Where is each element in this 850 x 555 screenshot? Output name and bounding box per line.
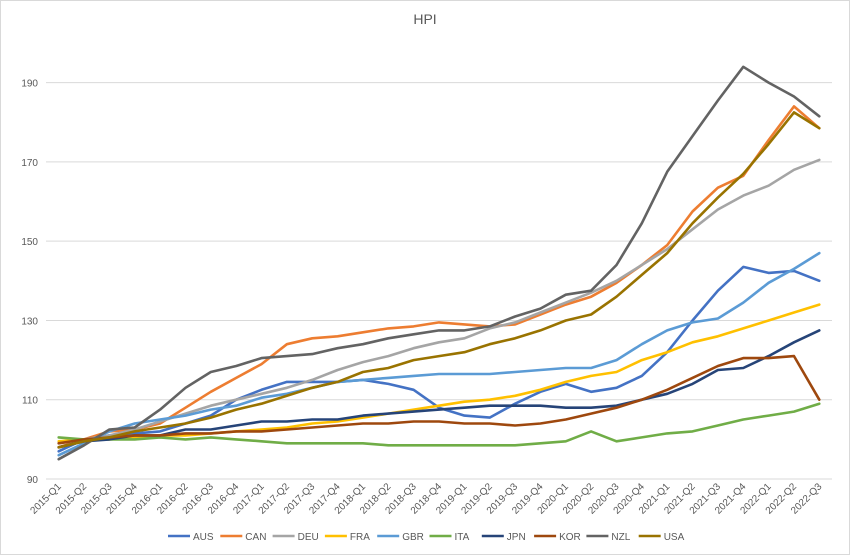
y-tick-label: 190 [21,79,38,90]
legend-label-deu: DEU [298,532,319,543]
y-tick-label: 150 [21,237,38,248]
series-line-deu [57,158,821,445]
series-line-nzl [57,65,821,461]
series-lines [57,65,821,461]
series-line-can [57,105,821,449]
legend-label-aus: AUS [193,532,214,543]
series-line-ita [57,402,821,447]
series-line-kor [57,354,821,445]
y-axis: 90 110 130 150 170 190 [21,79,38,486]
series-line-fra [57,303,821,443]
y-tick-label: 110 [22,396,38,407]
legend-label-ita: ITA [455,532,470,543]
series-line-usa [57,111,821,449]
legend-label-kor: KOR [559,532,581,543]
legend-label-nzl: NZL [611,532,630,543]
y-tick-label: 130 [21,316,38,327]
y-tick-label: 170 [21,158,38,169]
legend-label-fra: FRA [350,532,370,543]
series-line-aus [57,265,821,453]
gridlines [46,82,832,480]
x-axis: 2015-Q12015-Q22015-Q32015-Q42016-Q12016-… [28,481,824,517]
legend-label-can: CAN [245,532,266,543]
legend-label-jpn: JPN [507,532,526,543]
series-line-jpn [57,329,821,449]
chart-title: HPI [413,11,436,27]
y-tick-label: 90 [27,475,39,486]
legend: AUS CAN DEU FRA GBR ITA JPN KOR NZL USA [168,532,685,543]
legend-label-gbr: GBR [402,532,424,543]
legend-label-usa: USA [664,532,685,543]
series-line-gbr [57,251,821,457]
